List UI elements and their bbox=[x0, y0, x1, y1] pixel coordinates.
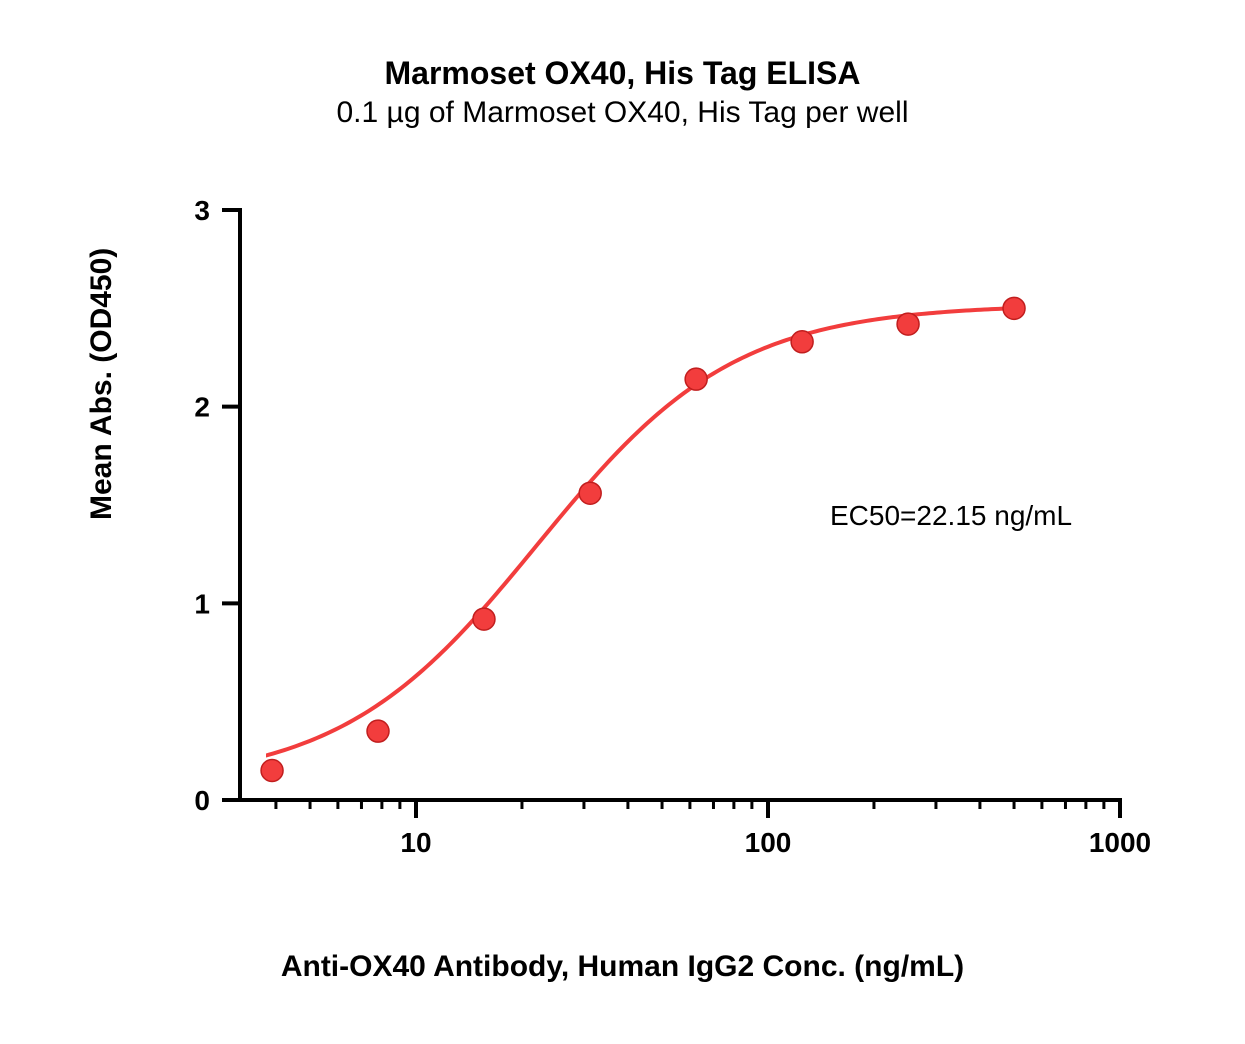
data-point bbox=[367, 720, 389, 742]
elisa-chart: Marmoset OX40, His Tag ELISA 0.1 µg of M… bbox=[0, 0, 1245, 1044]
data-point bbox=[261, 760, 283, 782]
data-point bbox=[685, 368, 707, 390]
y-tick-label: 0 bbox=[194, 785, 210, 816]
x-tick-label: 1000 bbox=[1089, 827, 1151, 858]
fit-curve bbox=[240, 306, 1120, 762]
y-tick-label: 2 bbox=[194, 392, 210, 423]
chart-subtitle: 0.1 µg of Marmoset OX40, His Tag per wel… bbox=[0, 96, 1245, 130]
data-point bbox=[1003, 297, 1025, 319]
data-point bbox=[897, 313, 919, 335]
y-tick-label: 3 bbox=[194, 195, 210, 226]
x-tick-label: 100 bbox=[745, 827, 792, 858]
data-point bbox=[473, 608, 495, 630]
x-tick-label: 10 bbox=[400, 827, 431, 858]
x-axis-label: Anti-OX40 Antibody, Human IgG2 Conc. (ng… bbox=[0, 950, 1245, 984]
chart-title: Marmoset OX40, His Tag ELISA bbox=[0, 55, 1245, 92]
y-axis-label: Mean Abs. (OD450) bbox=[85, 248, 119, 520]
data-point bbox=[791, 331, 813, 353]
plot-svg: 0123101001000 bbox=[220, 200, 1120, 840]
plot-area: 0123101001000 bbox=[220, 200, 1120, 840]
y-tick-label: 1 bbox=[194, 588, 210, 619]
title-block: Marmoset OX40, His Tag ELISA 0.1 µg of M… bbox=[0, 55, 1245, 130]
data-point bbox=[579, 482, 601, 504]
